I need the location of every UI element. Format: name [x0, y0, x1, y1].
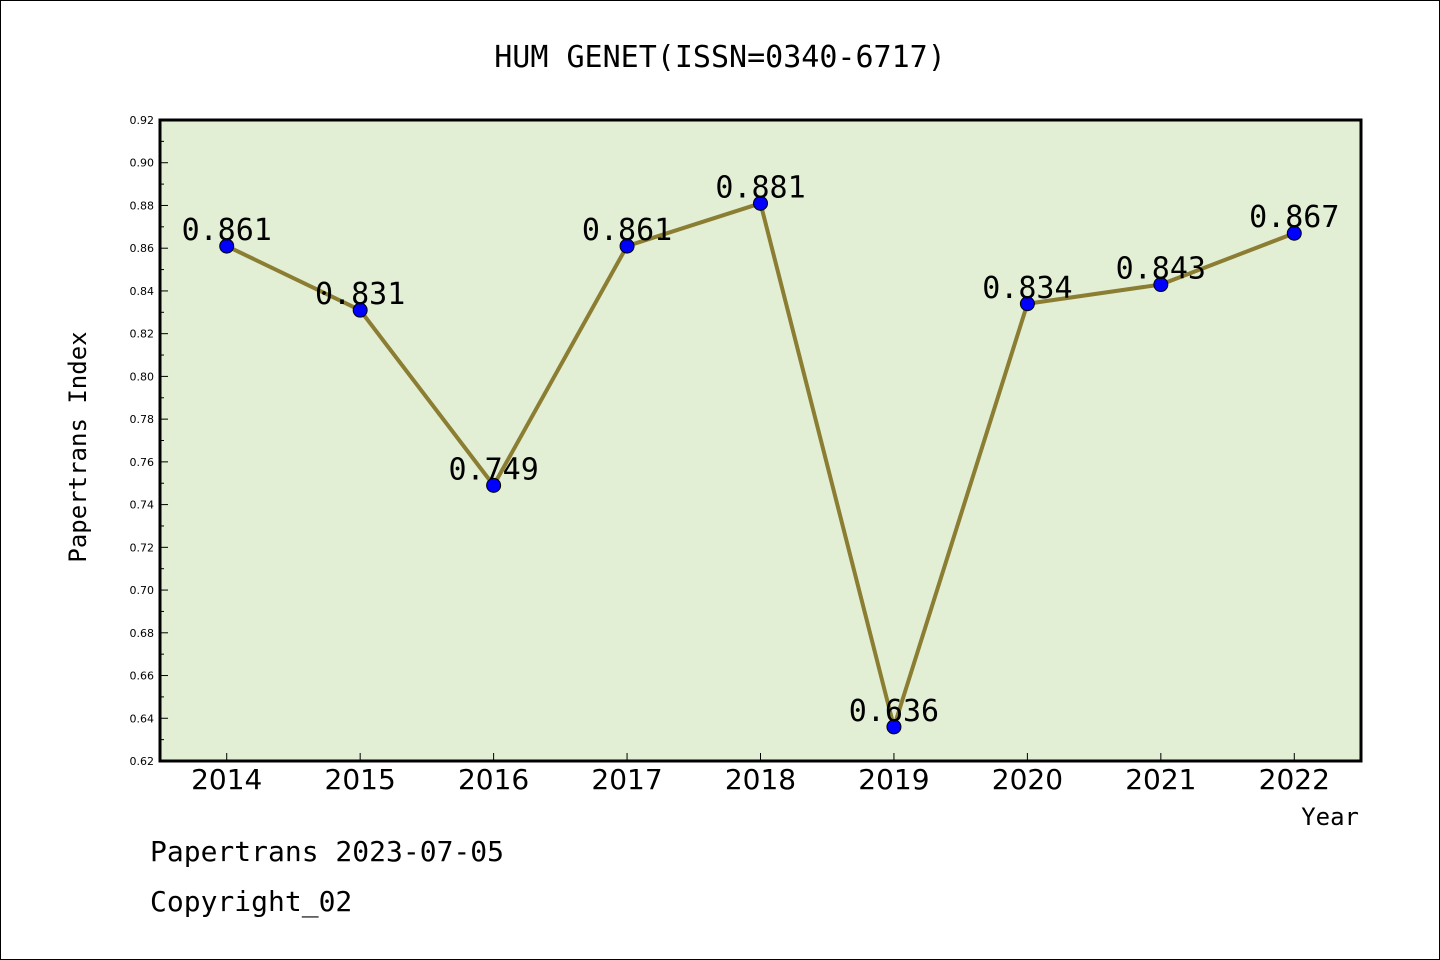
y-axis-label: Papertrans Index [64, 331, 92, 562]
data-label: 0.843 [1116, 252, 1206, 287]
footer-date: Papertrans 2023-07-05 [150, 835, 505, 868]
plot-area [158, 118, 1363, 763]
x-tick-label: 2017 [591, 763, 662, 796]
data-point [219, 238, 235, 254]
data-label: 0.636 [849, 694, 939, 729]
y-tick-label: 0.64 [130, 712, 155, 725]
y-tick-label: 0.82 [130, 328, 155, 341]
x-tick-label: 2021 [1125, 763, 1196, 796]
y-tick-label: 0.76 [130, 456, 155, 469]
x-tick-label: 2019 [858, 763, 929, 796]
data-point [753, 195, 768, 211]
data-label: 0.867 [1249, 200, 1339, 235]
y-tick-label: 0.78 [130, 413, 155, 426]
y-tick-label: 0.68 [130, 627, 155, 640]
data-markers [219, 195, 1302, 735]
data-label: 0.749 [448, 452, 538, 487]
x-tick-label: 2016 [458, 763, 529, 796]
data-point [619, 238, 635, 254]
data-point [486, 477, 502, 493]
y-tick-label: 0.90 [130, 157, 155, 170]
data-point [1153, 277, 1169, 293]
data-label: 0.861 [182, 213, 272, 248]
x-tick-label: 2018 [725, 763, 796, 796]
x-axis-ticks: 2014 2015 2016 2017 2018 2019 2020 2021 2022 [191, 753, 1330, 796]
x-tick-label: 2020 [992, 763, 1063, 796]
y-tick-label: 0.74 [130, 499, 155, 512]
y-tick-label: 0.84 [130, 285, 155, 298]
data-point [352, 302, 368, 318]
y-tick-label: 0.88 [130, 199, 155, 212]
y-tick-label: 0.62 [130, 755, 155, 768]
data-point [886, 719, 902, 735]
x-tick-label: 2015 [325, 763, 396, 796]
y-tick-label: 0.92 [130, 114, 155, 127]
y-tick-label: 0.70 [130, 584, 155, 597]
footer-copyright: Copyright_02 [150, 885, 353, 918]
data-point [1019, 296, 1035, 312]
chart-title: HUM GENET(ISSN=0340-6717) [494, 40, 946, 75]
x-axis-label: Year [1301, 803, 1359, 831]
y-tick-label: 0.80 [130, 370, 155, 383]
y-tick-label: 0.86 [130, 242, 155, 255]
data-label: 0.881 [715, 170, 805, 205]
data-label: 0.831 [315, 277, 405, 312]
data-label: 0.834 [982, 271, 1072, 306]
y-tick-label: 0.72 [130, 541, 155, 554]
x-tick-label: 2014 [191, 763, 262, 796]
data-labels: 0.861 0.831 0.749 0.861 0.881 0.636 0.834 0.843… [182, 170, 1340, 728]
x-tick-label: 2022 [1259, 763, 1330, 796]
data-label: 0.861 [582, 213, 672, 248]
y-tick-label: 0.66 [130, 670, 155, 683]
y-axis-ticks: 0.62 0.64 0.66 0.68 0.70 0.72 0.74 0.76 0.78 0.80… [130, 114, 168, 768]
data-point [1286, 225, 1302, 241]
